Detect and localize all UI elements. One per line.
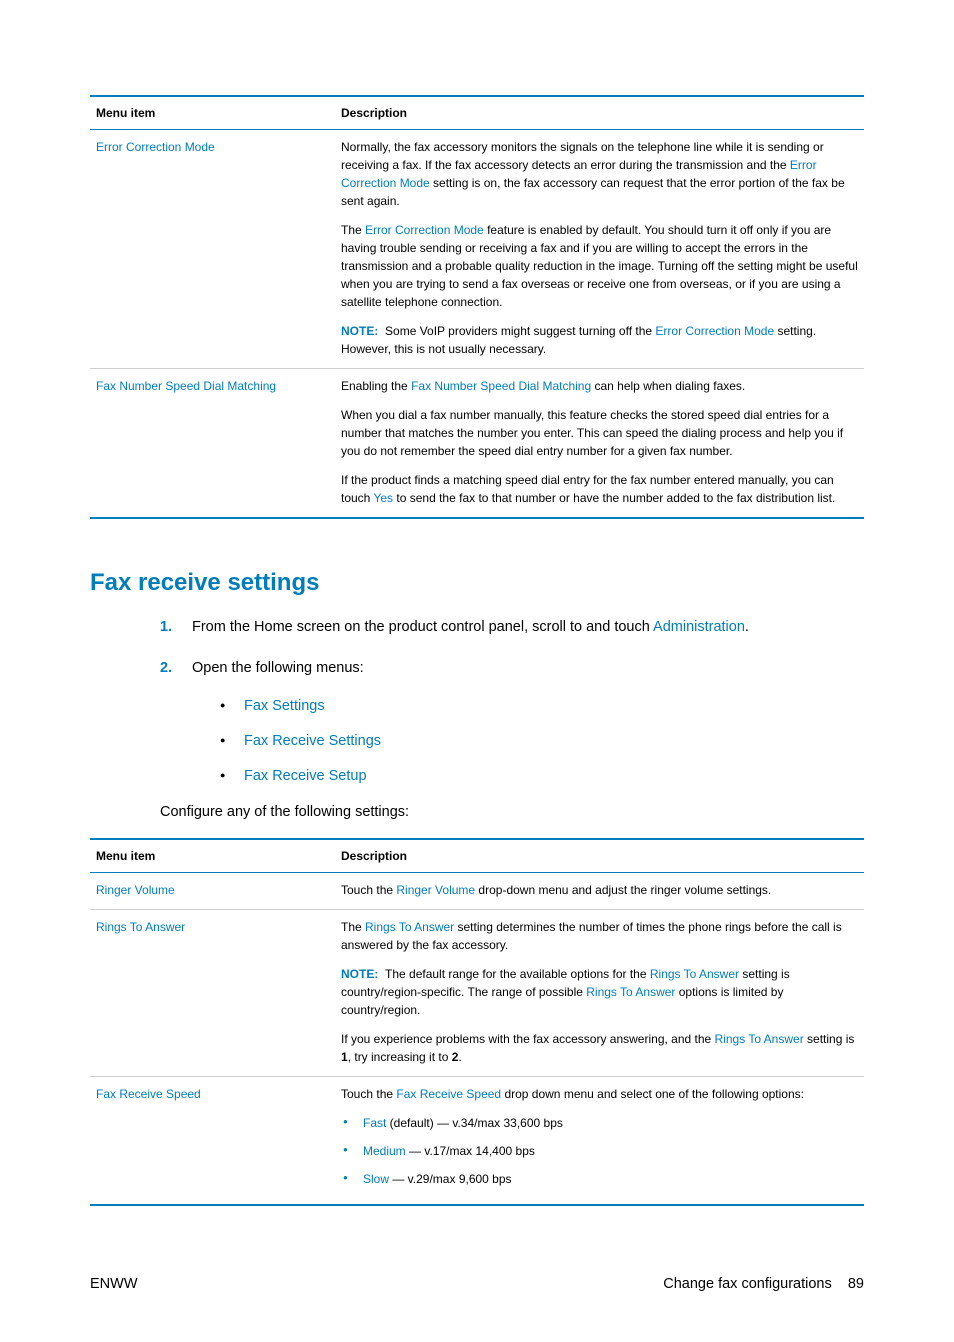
- description-text: Touch the Fax Receive Speed drop down me…: [341, 1085, 858, 1103]
- submenu-item: Fax Receive Setup: [220, 764, 864, 789]
- description-text: Touch the Ringer Volume drop-down menu a…: [341, 881, 858, 899]
- menu-item-ringer-volume: Ringer Volume: [96, 883, 175, 897]
- col-header-menu-item: Menu item: [90, 96, 335, 130]
- page-footer: ENWW Change fax configurations 89: [90, 1276, 864, 1292]
- step-item: 2.Open the following menus: Fax Settings…: [160, 656, 864, 789]
- col-header-description: Description: [335, 839, 864, 873]
- col-header-menu-item: Menu item: [90, 839, 335, 873]
- description-text: The Error Correction Mode feature is ena…: [341, 221, 858, 311]
- menu-item-error-correction: Error Correction Mode: [96, 140, 215, 154]
- speed-option: Medium — v.17/max 14,400 bps: [341, 1142, 858, 1160]
- table-row: Error Correction Mode Normally, the fax …: [90, 130, 864, 369]
- menu-item-speed-dial-matching: Fax Number Speed Dial Matching: [96, 379, 276, 393]
- configure-text: Configure any of the following settings:: [160, 804, 864, 820]
- fax-send-settings-table: Menu item Description Error Correction M…: [90, 95, 864, 519]
- table-row: Fax Number Speed Dial Matching Enabling …: [90, 369, 864, 519]
- speed-options-list: Fast (default) — v.34/max 33,600 bps Med…: [341, 1114, 858, 1188]
- footer-left: ENWW: [90, 1276, 138, 1292]
- submenu-item: Fax Settings: [220, 694, 864, 719]
- description-note: NOTE: Some VoIP providers might suggest …: [341, 322, 858, 358]
- table-row: Rings To Answer The Rings To Answer sett…: [90, 910, 864, 1077]
- description-note: NOTE: The default range for the availabl…: [341, 965, 858, 1019]
- description-text: If the product finds a matching speed di…: [341, 471, 858, 507]
- fax-receive-settings-table: Menu item Description Ringer Volume Touc…: [90, 838, 864, 1206]
- description-text: If you experience problems with the fax …: [341, 1030, 858, 1066]
- submenu-list: Fax Settings Fax Receive Settings Fax Re…: [220, 694, 864, 788]
- footer-right: Change fax configurations 89: [663, 1276, 864, 1292]
- menu-item-rings-to-answer: Rings To Answer: [96, 920, 185, 934]
- description-text: Enabling the Fax Number Speed Dial Match…: [341, 377, 858, 395]
- speed-option: Fast (default) — v.34/max 33,600 bps: [341, 1114, 858, 1132]
- description-text: When you dial a fax number manually, thi…: [341, 406, 858, 460]
- speed-option: Slow — v.29/max 9,600 bps: [341, 1170, 858, 1188]
- steps-list: 1.From the Home screen on the product co…: [160, 615, 864, 788]
- step-item: 1.From the Home screen on the product co…: [160, 615, 864, 640]
- table-row: Ringer Volume Touch the Ringer Volume dr…: [90, 873, 864, 910]
- description-text: Normally, the fax accessory monitors the…: [341, 138, 858, 210]
- menu-item-fax-receive-speed: Fax Receive Speed: [96, 1087, 201, 1101]
- description-text: The Rings To Answer setting determines t…: [341, 918, 858, 954]
- submenu-item: Fax Receive Settings: [220, 729, 864, 754]
- col-header-description: Description: [335, 96, 864, 130]
- table-row: Fax Receive Speed Touch the Fax Receive …: [90, 1077, 864, 1206]
- section-heading-fax-receive: Fax receive settings: [90, 569, 864, 597]
